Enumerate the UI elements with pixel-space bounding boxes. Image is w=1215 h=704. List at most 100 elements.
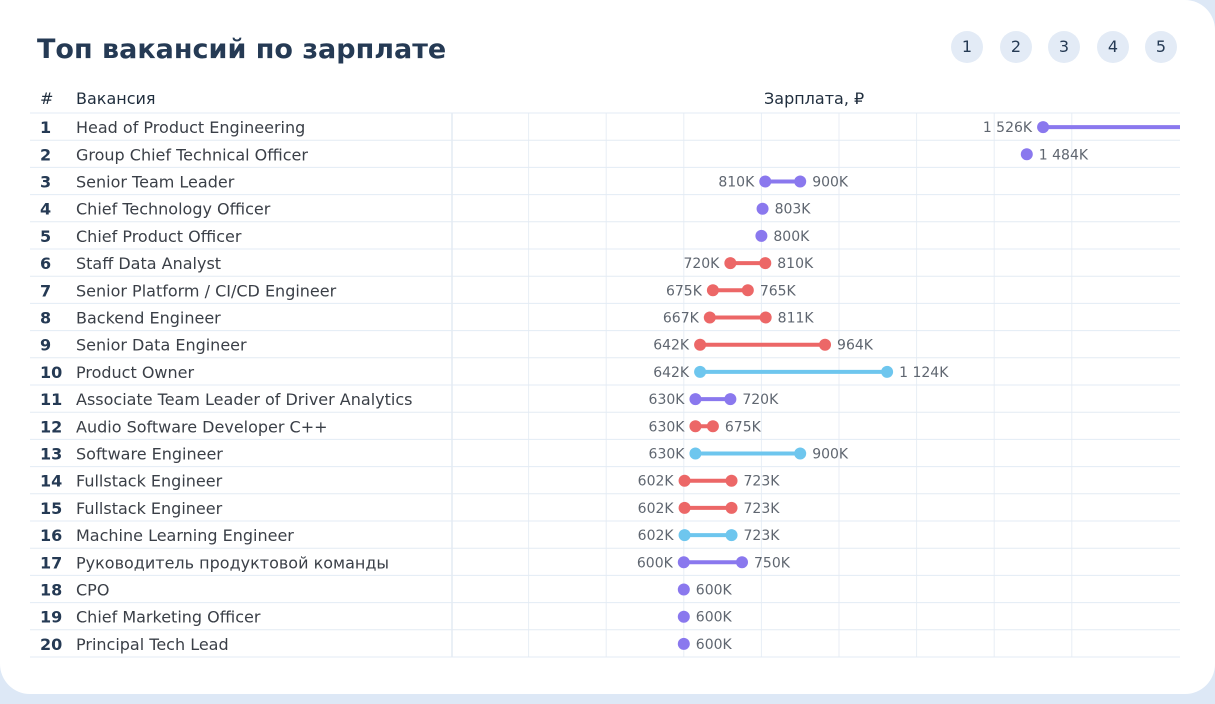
salary-max-point[interactable] <box>794 447 807 460</box>
row-vacancy-name: Fullstack Engineer <box>76 472 223 491</box>
salary-min-point[interactable] <box>706 284 719 297</box>
salary-min-point[interactable] <box>1037 121 1050 134</box>
salary-max-label: 765K <box>760 283 797 299</box>
salary-max-point[interactable] <box>794 175 807 188</box>
salary-max-point[interactable] <box>881 365 894 378</box>
page-button-3[interactable]: 3 <box>1048 31 1080 63</box>
row-rank: 4 <box>40 200 51 219</box>
salary-min-point[interactable] <box>694 365 707 378</box>
row-rank: 2 <box>40 145 51 164</box>
salary-min-point[interactable] <box>678 501 691 514</box>
salary-max-point[interactable] <box>819 338 832 351</box>
row-vacancy-name: Руководитель продуктовой команды <box>76 553 389 572</box>
salary-min-label: 630K <box>649 447 686 463</box>
salary-min-label: 720K <box>683 256 720 272</box>
row-rank: 12 <box>40 417 62 436</box>
salary-min-point[interactable] <box>703 311 716 324</box>
row-rank: 14 <box>40 472 62 491</box>
salary-min-point[interactable] <box>755 229 768 242</box>
row-rank: 3 <box>40 173 51 192</box>
salary-max-label: 750K <box>754 555 791 571</box>
salary-max-label: 720K <box>742 392 779 408</box>
row-rank: 5 <box>40 227 51 246</box>
salary-max-label: 723K <box>744 528 781 544</box>
salary-max-point[interactable] <box>725 529 738 542</box>
column-header-salary: Зарплата, ₽ <box>764 89 865 108</box>
row-vacancy-name: Senior Team Leader <box>76 173 235 192</box>
page-button-2[interactable]: 2 <box>1000 31 1032 63</box>
column-header-name: Вакансия <box>76 89 156 108</box>
row-vacancy-name: Senior Data Engineer <box>76 336 247 355</box>
salary-min-label: 602K <box>638 501 675 517</box>
salary-max-label: 811K <box>778 311 815 327</box>
salary-min-point[interactable] <box>677 556 690 569</box>
salary-min-point[interactable] <box>677 637 690 650</box>
salary-max-label: 723K <box>744 474 781 490</box>
salary-max-point[interactable] <box>736 556 748 569</box>
salary-max-label: 723K <box>744 501 781 517</box>
row-rank: 19 <box>40 608 62 627</box>
row-vacancy-name: Machine Learning Engineer <box>76 526 294 545</box>
row-rank: 15 <box>40 499 62 518</box>
row-rank: 13 <box>40 445 62 464</box>
salary-max-label: 1 124K <box>899 365 949 381</box>
salary-max-label: 900K <box>812 447 849 463</box>
row-vacancy-name: CPO <box>76 581 109 600</box>
row-vacancy-name: Associate Team Leader of Driver Analytic… <box>76 390 412 409</box>
page-title: Топ вакансий по зарплате <box>37 34 447 65</box>
salary-max-label: 964K <box>837 338 874 354</box>
row-rank: 10 <box>40 363 62 382</box>
salary-min-label: 600K <box>696 583 733 599</box>
salary-max-point[interactable] <box>706 420 719 433</box>
salary-max-point[interactable] <box>724 393 737 406</box>
salary-max-label: 810K <box>777 256 814 272</box>
row-vacancy-name: Backend Engineer <box>76 309 221 328</box>
row-rank: 9 <box>40 336 51 355</box>
salary-max-point[interactable] <box>1208 121 1215 133</box>
salary-min-point[interactable] <box>694 338 707 351</box>
salary-min-point[interactable] <box>759 175 772 188</box>
salary-min-label: 800K <box>773 229 810 245</box>
salary-min-label: 600K <box>696 637 733 653</box>
salary-min-point[interactable] <box>677 583 690 596</box>
salary-max-point[interactable] <box>759 257 772 270</box>
salary-min-label: 675K <box>666 283 703 299</box>
salary-min-label: 630K <box>649 392 686 408</box>
page-button-1[interactable]: 1 <box>951 31 983 63</box>
salary-min-label: 642K <box>653 365 690 381</box>
salary-min-point[interactable] <box>689 447 702 460</box>
salary-min-point[interactable] <box>724 257 737 270</box>
salary-max-point[interactable] <box>759 311 772 324</box>
salary-min-label: 602K <box>638 474 675 490</box>
salary-min-label: 1 484K <box>1039 147 1089 163</box>
salary-min-label: 642K <box>653 338 690 354</box>
salary-min-point[interactable] <box>689 393 702 406</box>
salary-min-point[interactable] <box>678 529 691 542</box>
salary-min-label: 803K <box>775 202 812 218</box>
salary-min-label: 810K <box>718 175 755 191</box>
salary-min-point[interactable] <box>689 420 702 433</box>
row-vacancy-name: Chief Technology Officer <box>76 200 271 219</box>
page-button-5[interactable]: 5 <box>1145 31 1177 63</box>
row-vacancy-name: Principal Tech Lead <box>76 635 229 654</box>
salary-min-point[interactable] <box>677 610 690 623</box>
column-header-rank: # <box>40 89 54 108</box>
salary-min-label: 600K <box>696 610 733 626</box>
salary-max-point[interactable] <box>741 284 754 297</box>
salary-min-point[interactable] <box>756 202 769 215</box>
salary-max-point[interactable] <box>725 501 738 514</box>
salary-min-point[interactable] <box>678 474 691 487</box>
salary-min-label: 600K <box>637 555 674 571</box>
row-rank: 17 <box>40 553 62 572</box>
salary-min-point[interactable] <box>1020 148 1033 161</box>
row-vacancy-name: Fullstack Engineer <box>76 499 223 518</box>
row-vacancy-name: Product Owner <box>76 363 195 382</box>
salary-min-label: 630K <box>649 419 686 435</box>
salary-min-label: 602K <box>638 528 675 544</box>
salary-max-point[interactable] <box>725 474 738 487</box>
row-rank: 20 <box>40 635 62 654</box>
page-button-4[interactable]: 4 <box>1097 31 1129 63</box>
row-rank: 1 <box>40 118 51 137</box>
row-vacancy-name: Senior Platform / CI/CD Engineer <box>76 281 337 300</box>
